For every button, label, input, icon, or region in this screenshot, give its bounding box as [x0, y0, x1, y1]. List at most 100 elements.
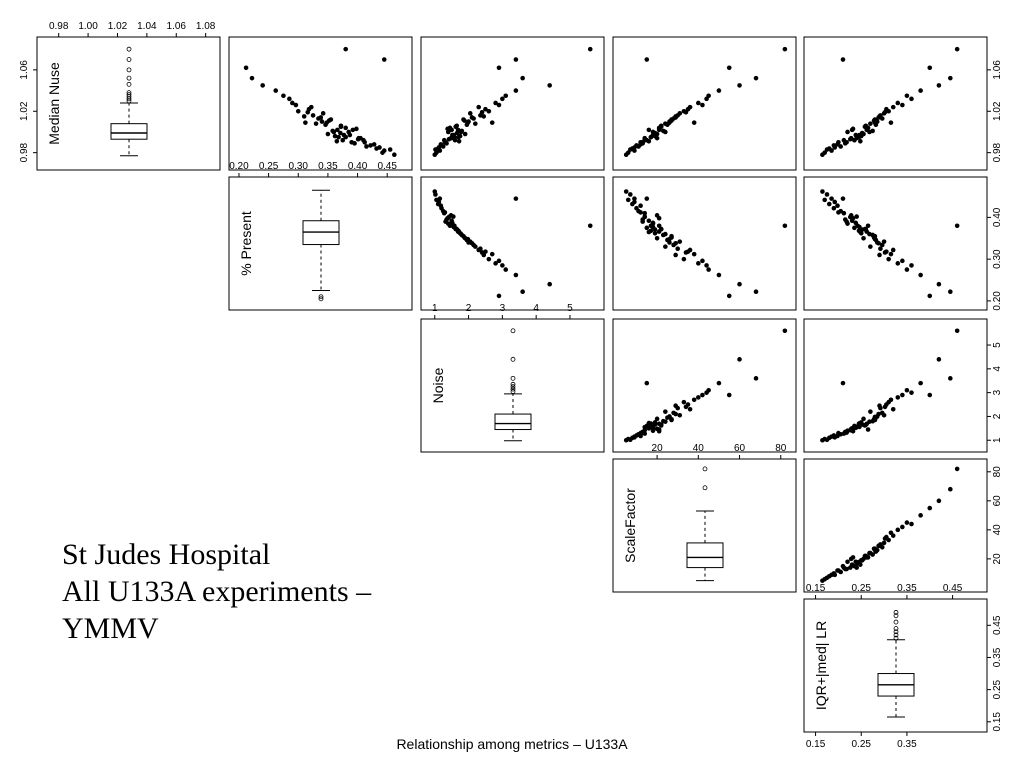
tick-label: 3	[992, 389, 1003, 395]
panel-frame	[803, 176, 988, 311]
panel-frame	[612, 458, 797, 593]
scatter-point	[503, 93, 509, 99]
scatter-point	[820, 578, 825, 583]
scatter-point	[848, 426, 854, 432]
box-outlier	[318, 296, 324, 302]
scatter-point	[864, 127, 870, 133]
panel-present-vs-iqr-med-lr	[803, 176, 988, 311]
scatter-point	[858, 229, 863, 235]
scatter-point	[663, 419, 668, 424]
scatter-point	[646, 127, 652, 133]
scatter-point	[479, 250, 485, 255]
scatter-point	[640, 219, 645, 224]
scatter-point	[392, 152, 397, 158]
scatter-point	[726, 293, 732, 299]
scatter-point	[857, 224, 862, 230]
tick-label: 40	[693, 443, 705, 454]
panel-frame	[803, 318, 988, 453]
scatter-point	[890, 104, 896, 110]
scatter-point	[350, 127, 356, 133]
scatter-point	[479, 109, 485, 115]
scatter-point	[547, 83, 552, 88]
scatter-point	[587, 223, 593, 229]
scatter-point	[841, 210, 847, 216]
tick-label: 0.25	[852, 583, 872, 594]
scatter-point	[318, 115, 324, 120]
scatter-point	[927, 293, 933, 299]
tick-label: 5	[567, 303, 573, 314]
tick-label: 0.30	[289, 161, 309, 172]
scatter-point	[835, 568, 840, 573]
box-iqr	[494, 413, 532, 431]
scatter-point	[644, 380, 650, 386]
scatter-point	[681, 256, 687, 262]
scatter-point	[857, 132, 862, 138]
scatter-point	[890, 407, 896, 412]
scatter-point	[954, 46, 960, 52]
scatter-point	[513, 88, 519, 93]
tick-label: 0.35	[318, 161, 338, 172]
scatter-point	[513, 272, 519, 278]
note-line-2: All U133A experiments –	[62, 575, 372, 608]
scatter-point	[287, 96, 292, 102]
scatter-point	[623, 152, 629, 158]
scatter-point	[290, 100, 295, 106]
scatter-point	[483, 106, 488, 112]
scatter-point	[716, 88, 722, 93]
scatter-point	[840, 57, 846, 62]
scatter-point	[638, 203, 643, 209]
scatter-point	[927, 392, 933, 398]
box-outlier	[893, 619, 899, 625]
scatter-point	[872, 236, 878, 242]
box-outlier	[893, 613, 899, 619]
box-outlier	[318, 294, 324, 300]
scatter-point	[900, 524, 905, 530]
box-outlier	[893, 610, 899, 615]
scatter-point	[876, 115, 881, 120]
scatter-point	[696, 261, 701, 266]
panel-median-nuse-vs-median-nuse: Median Nuse	[36, 36, 221, 171]
scatter-point	[320, 111, 326, 116]
scatter-point	[832, 145, 838, 150]
tick-label: 0.40	[348, 161, 368, 172]
scatter-point	[489, 251, 495, 257]
scatter-point	[347, 132, 353, 138]
left-axis-ticks: 0.98 1.02 1.06	[19, 60, 37, 162]
scatter-point	[918, 272, 923, 278]
scatter-point	[904, 520, 910, 525]
scatter-point	[782, 46, 788, 52]
scatter-point	[503, 267, 509, 272]
scatter-point	[663, 409, 668, 414]
scatter-point	[820, 189, 825, 194]
scatter-point	[700, 102, 705, 108]
scatter-point	[675, 246, 681, 252]
scatter-point	[841, 565, 847, 570]
scatter-point	[878, 246, 883, 252]
scatter-point	[890, 247, 896, 253]
panel-scalefactor-vs-iqr-med-lr	[803, 458, 988, 593]
scatter-point	[861, 416, 866, 422]
scatter-point	[486, 256, 492, 262]
scatter-point	[900, 102, 905, 108]
scatter-point	[303, 120, 308, 125]
panel-frame	[612, 318, 797, 453]
scatter-point	[918, 88, 923, 93]
scatter-point	[704, 263, 709, 268]
panel-median-nuse-vs-iqr-med-lr	[803, 36, 988, 171]
scatter-point	[456, 134, 461, 140]
scatter-point	[909, 390, 914, 395]
scatter-point	[683, 109, 689, 115]
tick-label: 0.15	[806, 583, 826, 594]
scatter-point	[876, 543, 881, 549]
panel-frame	[803, 458, 988, 593]
panel-frame	[803, 36, 988, 171]
scatter-point	[882, 404, 888, 410]
panel-scalefactor-vs-scalefactor: ScaleFactor	[612, 458, 797, 593]
scatter-point	[338, 130, 343, 136]
scatter-point	[782, 223, 788, 229]
scatter-point	[343, 46, 349, 52]
tick-label: 1.02	[992, 101, 1003, 121]
panel-median-nuse-vs-present	[228, 36, 413, 171]
scatter-point	[895, 395, 901, 400]
scatter-point	[310, 113, 316, 118]
